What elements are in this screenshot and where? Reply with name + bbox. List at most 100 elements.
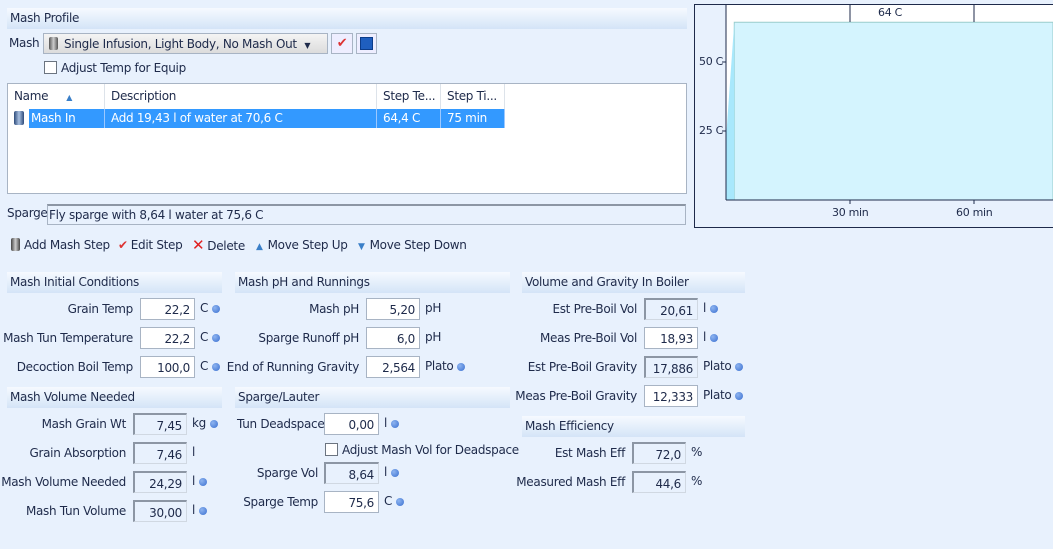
mash-profile-chart: 50 C 25 C 30 min 60 min 64 C (694, 4, 1053, 228)
move-step-down-button[interactable]: ▼ Move Step Down (358, 238, 467, 252)
add-mash-step-button[interactable]: Add Mash Step (11, 236, 110, 254)
info-dot-icon[interactable] (391, 420, 400, 428)
edit-profile-button[interactable]: ✔ (331, 33, 353, 54)
decoction-boil-temp-label: Decoction Boil Temp (16, 360, 134, 374)
sparge-vol-unit: l (384, 462, 400, 484)
info-dot-icon[interactable] (710, 334, 719, 342)
move-step-up-button[interactable]: ▲ Move Step Up (256, 238, 348, 252)
adjust-mash-vol-checkbox[interactable]: Adjust Mash Vol for Deadspace (325, 443, 519, 457)
mash-profile-header: Mash Profile (7, 8, 687, 29)
grain-absorption-input: 7,46 (133, 442, 187, 464)
cell-step-time[interactable]: 75 min (441, 109, 505, 128)
ramp-fill (726, 22, 735, 201)
est-pre-boil-vol-input: 20,61 (644, 298, 698, 320)
tun-deadspace-input[interactable]: 0,00 (324, 413, 379, 435)
cell-description[interactable]: Add 19,43 l of water at 70,6 C (105, 109, 377, 128)
cell-step-temp[interactable]: 64,4 C (377, 109, 441, 128)
decoction-boil-temp-input[interactable]: 100,0 (140, 356, 195, 378)
x-tick-label-30: 30 min (832, 206, 869, 219)
est-pre-boil-gravity-label: Est Pre-Boil Gravity (527, 360, 638, 374)
mash-volume-needed-input: 24,29 (133, 471, 187, 493)
info-dot-icon[interactable] (391, 469, 400, 477)
checkbox-box[interactable] (44, 61, 57, 74)
mash-tun-temperature-unit: C (200, 327, 221, 349)
mash-tun-temperature-input[interactable]: 22,2 (140, 327, 195, 349)
grain-temp-input[interactable]: 22,2 (140, 298, 195, 320)
info-dot-icon[interactable] (710, 305, 719, 313)
info-dot-icon[interactable] (199, 478, 208, 486)
step-temp-label: 64 C (878, 6, 902, 19)
est-mash-eff-input: 72,0 (632, 442, 686, 464)
mash-label: Mash (9, 36, 40, 50)
est-pre-boil-gravity-unit: Plato (703, 356, 744, 378)
mash-tun-icon (11, 238, 20, 251)
y-tick-label-25: 25 C (699, 124, 723, 137)
adjust-mash-vol-label: Adjust Mash Vol for Deadspace (342, 443, 519, 457)
grain-temp-label: Grain Temp (67, 302, 134, 316)
meas-pre-boil-gravity-label: Meas Pre-Boil Gravity (515, 389, 637, 403)
info-dot-icon[interactable] (735, 392, 744, 400)
sparge-runoff-ph-input[interactable]: 6,0 (366, 327, 420, 349)
mash-grain-wt-input: 7,45 (133, 413, 187, 435)
mash-tun-icon (49, 37, 58, 50)
est-pre-boil-gravity-input: 17,886 (644, 356, 698, 378)
adjust-temp-checkbox[interactable]: Adjust Temp for Equip (44, 61, 186, 75)
info-dot-icon[interactable] (199, 507, 208, 515)
mash-profile-dropdown[interactable]: Single Infusion, Light Body, No Mash Out… (43, 33, 328, 54)
info-dot-icon[interactable] (209, 420, 218, 428)
info-dot-icon[interactable] (212, 334, 221, 342)
end-of-running-gravity-input[interactable]: 2,564 (366, 356, 420, 378)
section-header-sparge: Sparge/Lauter (235, 387, 510, 408)
mash-steps-table[interactable]: Name ▲ Description Step Te... Step Ti... … (7, 83, 687, 194)
y-tick-label-50: 50 C (699, 55, 723, 68)
mash-ph-unit: pH (425, 301, 442, 315)
sparge-label: Sparge (7, 206, 48, 220)
meas-pre-boil-vol-input[interactable]: 18,93 (644, 327, 698, 349)
mash-step-icon (14, 111, 24, 125)
sparge-vol-input: 8,64 (324, 462, 379, 484)
decoction-boil-temp-unit: C (200, 356, 221, 378)
est-mash-eff-unit: % (691, 445, 703, 459)
column-header-description[interactable]: Description (105, 84, 377, 109)
info-dot-icon[interactable] (212, 305, 221, 313)
meas-pre-boil-gravity-unit: Plato (703, 385, 744, 407)
end-of-running-gravity-label: End of Running Gravity (226, 360, 360, 374)
measured-mash-eff-label: Measured Mash Eff (516, 475, 625, 489)
edit-step-button[interactable]: ✔ Edit Step (118, 238, 183, 252)
tun-deadspace-unit: l (384, 413, 400, 435)
column-header-name[interactable]: Name ▲ (8, 84, 105, 109)
sparge-temp-label: Sparge Temp (243, 495, 318, 509)
grain-absorption-label: Grain Absorption (29, 446, 127, 460)
meas-pre-boil-gravity-input[interactable]: 12,333 (644, 385, 698, 407)
info-dot-icon[interactable] (735, 363, 744, 371)
section-header-volume: Mash Volume Needed (7, 387, 222, 408)
sparge-runoff-ph-label: Sparge Runoff pH (258, 331, 359, 345)
section-header-ph: Mash pH and Runnings (235, 272, 510, 293)
chevron-down-icon: ▼ (304, 41, 311, 50)
column-header-step-time[interactable]: Step Ti... (441, 84, 505, 109)
end-of-running-gravity-unit: Plato (425, 356, 466, 378)
mash-profile-value: Single Infusion, Light Body, No Mash Out (64, 37, 297, 51)
sparge-temp-input[interactable]: 75,6 (324, 491, 379, 513)
mash-grain-wt-label: Mash Grain Wt (41, 417, 127, 431)
info-dot-icon[interactable] (457, 363, 466, 371)
tun-deadspace-label: Tun Deadspace (237, 417, 325, 431)
delete-step-button[interactable]: ✕ Delete (192, 236, 245, 254)
mash-tun-volume-unit: l (192, 500, 208, 522)
column-header-step-temp[interactable]: Step Te... (377, 84, 441, 109)
temperature-fill (733, 21, 1053, 201)
info-dot-icon[interactable] (396, 498, 405, 506)
save-profile-button[interactable] (356, 33, 377, 54)
checklist-icon: ✔ (336, 36, 348, 51)
est-pre-boil-vol-label: Est Pre-Boil Vol (552, 302, 637, 316)
mash-tun-volume-input: 30,00 (133, 500, 187, 522)
save-icon (360, 37, 373, 50)
cell-name[interactable]: Mash In (29, 109, 105, 128)
edit-icon: ✔ (118, 238, 128, 252)
section-header-initial: Mash Initial Conditions (7, 272, 222, 293)
checkbox-box[interactable] (325, 443, 338, 456)
info-dot-icon[interactable] (212, 363, 221, 371)
measured-mash-eff-unit: % (691, 474, 703, 488)
mash-ph-input[interactable]: 5,20 (366, 298, 420, 320)
sparge-runoff-ph-unit: pH (425, 330, 442, 344)
